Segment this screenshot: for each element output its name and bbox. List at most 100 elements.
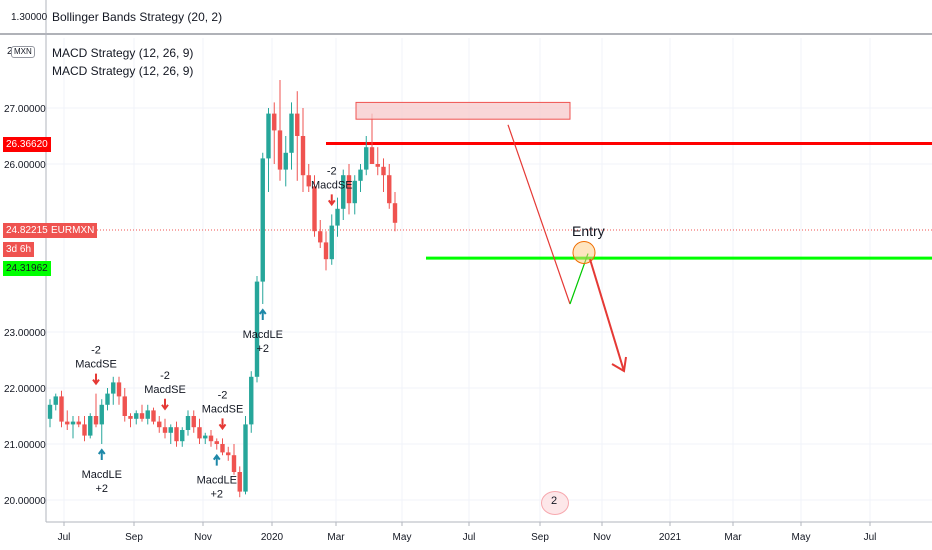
signal-qty: +2 [95, 483, 108, 495]
candle-body [122, 396, 127, 416]
candle-body [358, 169, 363, 181]
supply-zone [355, 101, 571, 120]
current-price-tag: 24.82215 [3, 223, 51, 238]
macd-title-2: MACD Strategy (12, 26, 9) [52, 64, 194, 78]
candle-body [191, 416, 196, 428]
candle-body [59, 396, 64, 422]
signal-label: MacdSE [202, 403, 244, 415]
y-tick-label: 27.00000 [4, 104, 46, 115]
entry-circle [572, 240, 596, 264]
candle-body [323, 242, 329, 260]
candle-body [254, 281, 260, 377]
x-tick-label: Nov [194, 532, 212, 543]
candle-body [369, 147, 375, 164]
candle-body [289, 113, 294, 153]
macd-title-1: MACD Strategy (12, 26, 9) [52, 46, 194, 60]
candle-body [168, 427, 173, 433]
y-tick-label: 22.00000 [4, 384, 46, 395]
candle-body [312, 186, 317, 232]
x-tick-label: Jul [463, 532, 476, 543]
candle-body [53, 396, 58, 405]
signal-qty: +2 [210, 489, 223, 501]
x-tick-label: Jul [58, 532, 71, 543]
x-tick-label: Mar [327, 532, 345, 543]
candle-body [70, 421, 76, 425]
x-tick-label: May [792, 532, 811, 543]
candle-body [346, 175, 352, 204]
candle-body [162, 427, 168, 433]
signal-label: MacdLE [82, 469, 122, 481]
sell-signal-arrow [161, 398, 169, 411]
signal-label: MacdLE [243, 329, 283, 341]
candle-body [300, 136, 306, 176]
candle-body [203, 435, 208, 439]
candle-body [260, 158, 265, 282]
scale-prefix: 2 [7, 46, 13, 57]
buy-signal-arrow [212, 453, 221, 466]
candle-body [151, 410, 156, 422]
candle-body [283, 152, 288, 170]
candle-body [375, 164, 380, 167]
candle-body [387, 175, 392, 204]
candle-body [277, 130, 283, 170]
projection-down-line [507, 124, 571, 305]
candle-body [185, 416, 191, 430]
signal-label: MacdSE [75, 359, 117, 371]
x-tick-label: 2021 [659, 532, 682, 543]
candle-body [197, 427, 202, 439]
candle-body [318, 231, 323, 243]
x-tick-label: Jul [864, 532, 877, 543]
candle-body [341, 175, 346, 209]
entry-label: Entry [572, 223, 605, 239]
candle-body [134, 413, 139, 419]
candle-body [145, 410, 150, 419]
x-tick-label: Nov [593, 532, 611, 543]
target-arrowhead [611, 356, 627, 373]
candle-body [88, 416, 93, 436]
candle-body [157, 421, 162, 428]
candle-body [82, 424, 87, 436]
upper-scale-label: 1.30000 [11, 12, 48, 23]
candle-body [111, 382, 116, 394]
signal-qty: -2 [91, 345, 101, 357]
x-tick-label: Sep [531, 532, 549, 543]
candle-body [105, 393, 110, 405]
sell-signal-arrow [92, 373, 100, 386]
symbol-badge[interactable]: MXN [11, 46, 35, 58]
sell-signal-arrow [218, 418, 227, 431]
y-tick-label: 21.00000 [4, 440, 46, 451]
candle-body [65, 421, 70, 425]
candle-body [329, 225, 334, 260]
y-tick-label: 20.00000 [4, 496, 46, 507]
candle-body [295, 113, 300, 136]
candle-body [243, 424, 248, 492]
candle-body [47, 404, 53, 419]
candle-body [306, 175, 311, 187]
bottom-badge[interactable]: 2 [541, 491, 569, 515]
candle-body [249, 376, 254, 425]
candle-body [352, 180, 357, 204]
candle-body [335, 208, 340, 226]
x-tick-label: May [393, 532, 412, 543]
candle-body [266, 113, 271, 159]
candle-body [231, 455, 237, 472]
candle-body [237, 472, 242, 492]
buy-signal-arrow [258, 308, 267, 320]
candle-body [180, 430, 185, 442]
x-tick-label: Sep [125, 532, 143, 543]
candle-body [220, 444, 225, 453]
signal-qty: -2 [327, 165, 337, 177]
signal-qty: +2 [256, 343, 269, 355]
x-tick-label: 2020 [261, 532, 284, 543]
countdown-tag: 3d 6h [3, 242, 35, 257]
signal-qty: -2 [218, 389, 228, 401]
candle-body [381, 166, 386, 176]
candle-body [99, 404, 104, 425]
symbol-price-tag: EURMXN [48, 223, 98, 238]
signal-label: MacdLE [197, 475, 237, 487]
bottom-badge-count: 2 [551, 495, 558, 507]
y-tick-label: 26.00000 [4, 160, 46, 171]
candle-body [272, 113, 277, 131]
candle-body [174, 427, 179, 442]
